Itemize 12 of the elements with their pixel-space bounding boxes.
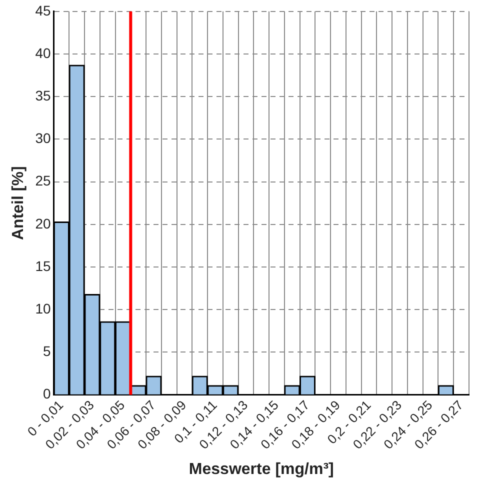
y-tick-label: 25 [35, 172, 51, 189]
y-tick-label: 20 [35, 215, 51, 232]
y-tick-label: 30 [35, 130, 51, 146]
y-tick-label: 0 [42, 386, 51, 402]
y-tick-label: 5 [42, 343, 51, 360]
x-axis-title: Messwerte [mg/m³] [188, 460, 334, 478]
y-tick-label: 45 [35, 2, 51, 18]
y-tick-label: 10 [35, 300, 51, 316]
y-axis-title: Anteil [%] [10, 166, 28, 240]
y-tick-label: 15 [35, 258, 51, 274]
y-tick-label: 35 [35, 87, 51, 104]
y-tick-label: 40 [35, 44, 51, 61]
